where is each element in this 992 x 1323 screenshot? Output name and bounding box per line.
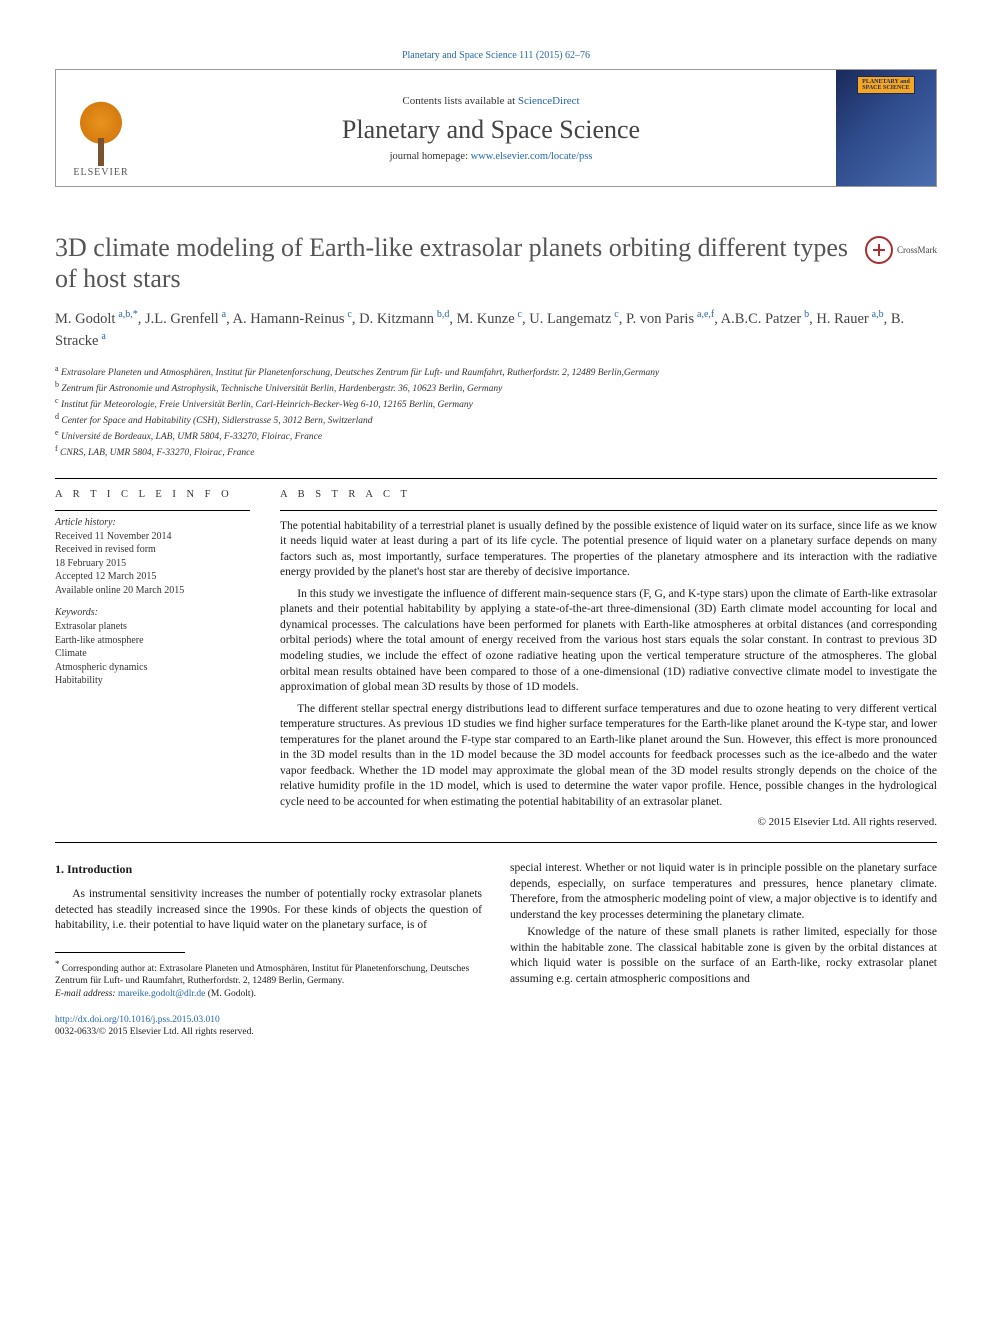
doi-block: http://dx.doi.org/10.1016/j.pss.2015.03.… [55,1014,482,1039]
corresponding-footnote: * Corresponding author at: Extrasolare P… [55,959,482,988]
doi-link[interactable]: http://dx.doi.org/10.1016/j.pss.2015.03.… [55,1015,220,1025]
homepage-link[interactable]: www.elsevier.com/locate/pss [471,151,593,162]
keyword: Habitability [55,674,250,688]
contents-prefix: Contents lists available at [402,95,517,107]
abstract: A B S T R A C T The potential habitabili… [280,489,937,828]
author: P. von Paris a,e,f [626,311,714,327]
affiliation: f CNRS, LAB, UMR 5804, F-33270, Floirac,… [55,444,937,460]
affiliation: e Université de Bordeaux, LAB, UMR 5804,… [55,428,937,444]
article-info: A R T I C L E I N F O Article history: R… [55,489,250,828]
author: U. Langematz c [529,311,619,327]
body-para: As instrumental sensitivity increases th… [55,887,482,934]
abstract-para: In this study we investigate the influen… [280,587,937,696]
email-link[interactable]: mareike.godolt@dlr.de [118,989,205,999]
corr-text: Corresponding author at: Extrasolare Pla… [55,964,469,986]
keyword: Climate [55,647,250,661]
keyword: Atmospheric dynamics [55,661,250,675]
publisher-name: ELSEVIER [73,167,128,178]
column-left: 1. Introduction As instrumental sensitiv… [55,861,482,1039]
contents-line: Contents lists available at ScienceDirec… [402,95,579,107]
author: A. Hamann-Reinus c [233,311,352,327]
body-para: Knowledge of the nature of these small p… [510,925,937,987]
journal-cover: PLANETARY andSPACE SCIENCE [836,70,936,186]
journal-homepage: journal homepage: www.elsevier.com/locat… [390,151,593,162]
homepage-prefix: journal homepage: [390,151,471,162]
divider [55,478,937,479]
author: H. Rauer a,b [816,311,883,327]
crossmark-icon [865,236,893,264]
divider [55,842,937,843]
affiliation: a Extrasolare Planeten und Atmosphären, … [55,364,937,380]
issn-line: 0032-0633/© 2015 Elsevier Ltd. All right… [55,1027,254,1037]
history-line: Accepted 12 March 2015 [55,570,250,584]
affiliation: c Institut für Meteorologie, Freie Unive… [55,396,937,412]
keywords-text: Extrasolar planetsEarth-like atmosphereC… [55,620,250,688]
author: J.L. Grenfell a [145,311,226,327]
author: M. Kunze c [457,311,522,327]
top-citation: Planetary and Space Science 111 (2015) 6… [55,50,937,61]
body-para: special interest. Whether or not liquid … [510,861,937,923]
journal-name: Planetary and Space Science [342,115,640,145]
author-list: M. Godolt a,b,*, J.L. Grenfell a, A. Ham… [55,308,937,352]
author: A.B.C. Patzer b [721,311,809,327]
abstract-para: The potential habitability of a terrestr… [280,519,937,581]
affiliation-list: a Extrasolare Planeten und Atmosphären, … [55,364,937,460]
sciencedirect-link[interactable]: ScienceDirect [518,95,580,107]
history-text: Received 11 November 2014Received in rev… [55,530,250,598]
history-label: Article history: [55,517,250,528]
abstract-copyright: © 2015 Elsevier Ltd. All rights reserved… [280,816,937,828]
author: M. Godolt a,b,* [55,311,138,327]
email-footnote: E-mail address: mareike.godolt@dlr.de (M… [55,988,482,1000]
crossmark-badge[interactable]: CrossMark [865,236,937,264]
body-columns: 1. Introduction As instrumental sensitiv… [55,861,937,1039]
history-line: Received in revised form [55,543,250,557]
history-line: Available online 20 March 2015 [55,584,250,598]
column-right: special interest. Whether or not liquid … [510,861,937,1039]
affiliation: d Center for Space and Habitability (CSH… [55,412,937,428]
history-line: 18 February 2015 [55,557,250,571]
keywords-label: Keywords: [55,607,250,618]
history-line: Received 11 November 2014 [55,530,250,544]
journal-header: ELSEVIER Contents lists available at Sci… [55,69,937,187]
author: D. Kitzmann b,d [359,311,449,327]
abstract-head: A B S T R A C T [280,489,937,500]
keyword: Extrasolar planets [55,620,250,634]
publisher-logo: ELSEVIER [56,70,146,186]
article-info-head: A R T I C L E I N F O [55,489,250,500]
abstract-para: The different stellar spectral energy di… [280,702,937,811]
email-label: E-mail address: [55,989,118,999]
cover-badge: PLANETARY andSPACE SCIENCE [857,76,915,94]
abstract-body: The potential habitability of a terrestr… [280,510,937,810]
email-who: (M. Godolt). [205,989,256,999]
article-title: 3D climate modeling of Earth-like extras… [55,232,850,294]
crossmark-label: CrossMark [897,245,937,255]
affiliation: b Zentrum für Astronomie und Astrophysik… [55,380,937,396]
footnote-rule [55,952,185,953]
elsevier-tree-icon [71,100,131,165]
intro-heading: 1. Introduction [55,861,482,877]
keyword: Earth-like atmosphere [55,634,250,648]
